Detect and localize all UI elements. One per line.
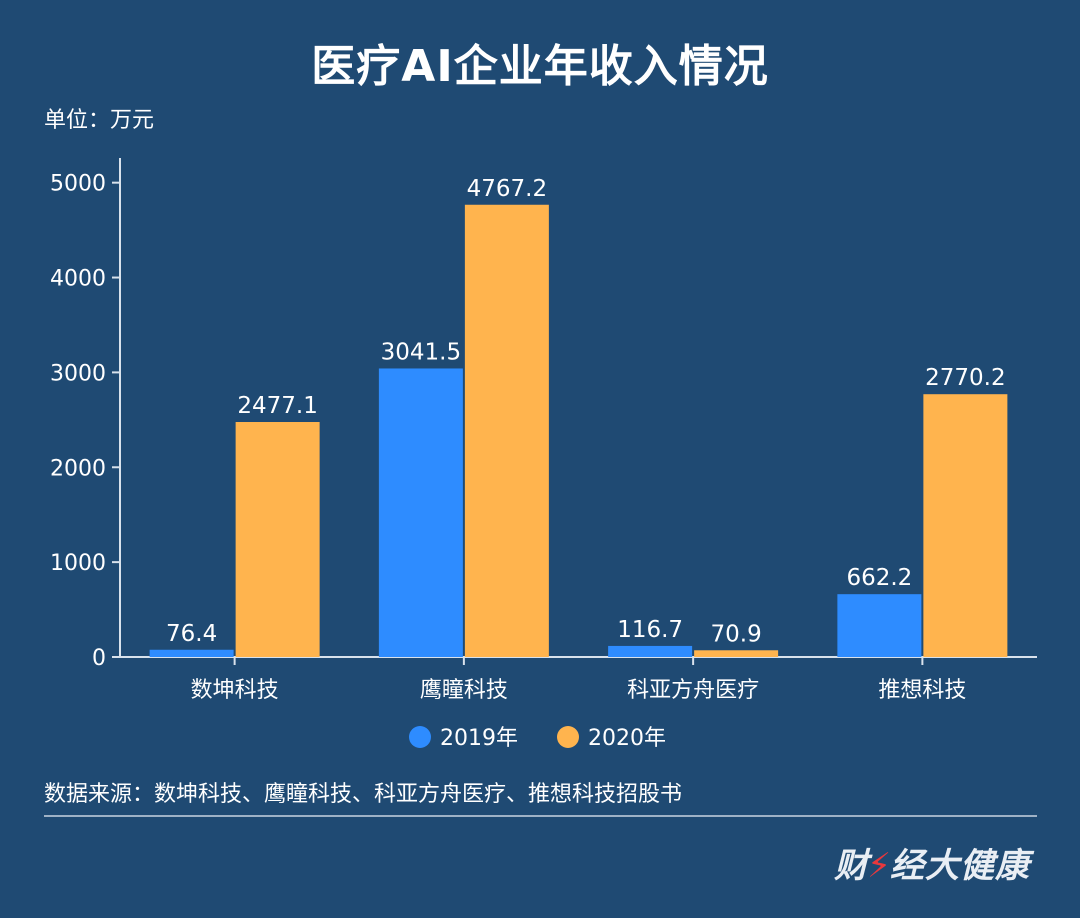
bar-value-label: 70.9: [711, 621, 762, 647]
lightning-icon: ⚡: [867, 846, 892, 886]
bar: [464, 204, 549, 657]
bar: [235, 422, 320, 657]
legend-label: 2020年: [588, 726, 666, 751]
chart-title: 医疗AI企业年收入情况: [311, 41, 769, 92]
bar-value-label: 2477.1: [237, 393, 317, 419]
legend-marker: [409, 726, 431, 748]
bar-chart: 0 1000 2000 3000 4000 5000 76.4 2477.1 数坤科技 3041.…: [50, 158, 1037, 751]
y-tick-label: 3000: [50, 361, 106, 386]
bar: [923, 394, 1008, 657]
x-category-label: 鹰瞳科技: [420, 678, 508, 703]
bar-value-label: 3041.5: [381, 339, 461, 365]
bar-value-label: 76.4: [166, 621, 217, 647]
bar: [608, 645, 693, 657]
bar: [694, 650, 779, 657]
brand-logo-part-2: 经大健康: [890, 846, 1030, 886]
unit-label: 单位：万元: [44, 108, 155, 133]
y-tick-label: 0: [92, 646, 106, 671]
bar-value-label: 2770.2: [925, 365, 1005, 391]
brand-logo: 财⚡经大健康: [834, 838, 1030, 887]
y-tick-label: 4000: [50, 267, 106, 292]
data-source-note: 数据来源：数坤科技、鹰瞳科技、科亚方舟医疗、推想科技招股书: [44, 782, 683, 807]
x-category-label: 数坤科技: [191, 678, 279, 703]
bar: [837, 594, 922, 657]
bar-value-label: 662.2: [846, 565, 912, 591]
y-tick-label: 2000: [50, 456, 106, 481]
y-tick-label: 1000: [50, 551, 106, 576]
brand-logo-part-1: 财: [834, 846, 870, 886]
bar: [149, 649, 234, 657]
x-category-label: 科亚方舟医疗: [627, 678, 759, 703]
bar-value-label: 4767.2: [467, 176, 547, 202]
bar-value-label: 116.7: [617, 617, 683, 643]
bar: [378, 368, 463, 657]
footer-divider: [44, 815, 1037, 817]
legend-label: 2019年: [440, 726, 518, 751]
legend-marker: [557, 726, 579, 748]
y-tick-label: 5000: [50, 172, 106, 197]
x-category-label: 推想科技: [878, 678, 966, 703]
